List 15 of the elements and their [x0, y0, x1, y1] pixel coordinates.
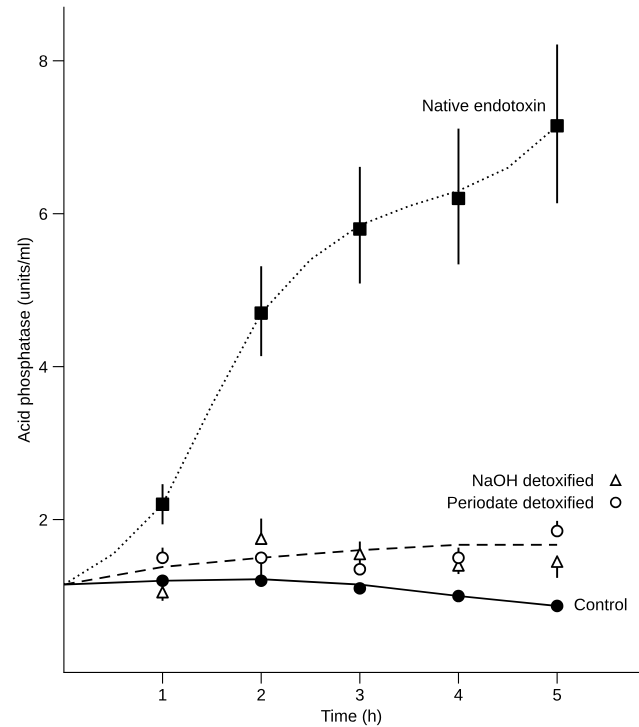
x-tick-label: 3 — [356, 688, 364, 701]
x-tick-label: 2 — [257, 688, 265, 701]
x-axis-title: Time (h) — [321, 710, 382, 726]
series-label: Native endotoxin — [423, 99, 545, 112]
y-tick-label: 6 — [40, 208, 48, 220]
series-label: Control — [574, 598, 626, 610]
y-tick-label: 4 — [39, 361, 48, 373]
x-tick-label: 4 — [454, 689, 463, 701]
y-axis-title: Acid phosphatase (units/ml) — [18, 238, 34, 443]
x-tick-label: 1 — [159, 689, 166, 701]
y-tick-label: 2 — [40, 514, 48, 526]
legend-label: NaOH detoxified — [473, 474, 593, 486]
x-tick-label: 5 — [553, 689, 562, 701]
y-tick-label: 8 — [39, 55, 48, 67]
legend-label: Periodate detoxified — [448, 496, 593, 508]
